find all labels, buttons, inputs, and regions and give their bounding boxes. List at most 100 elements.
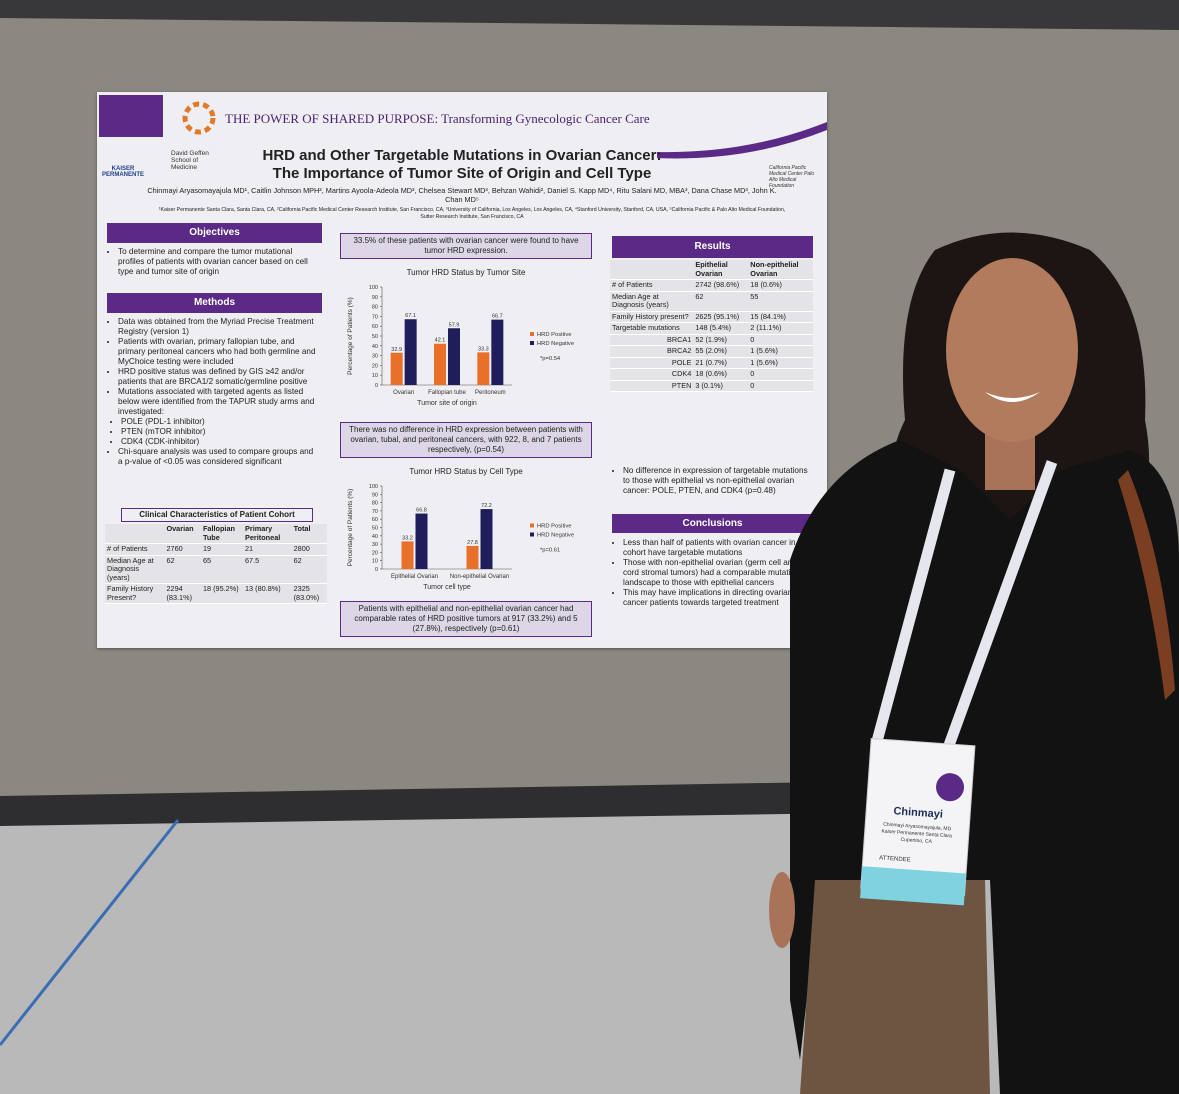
bar-chart: Tumor HRD Status by Cell Type 0 10 20 30 40 50… [347,467,574,591]
table-cell: 0 [748,368,813,381]
table-cell: BRCA2 [610,345,694,358]
table-cell: 65 [200,555,243,584]
table-row: Median Age at Diagnosis (years) 62 55 [610,291,813,312]
section-heading: Methods [107,293,322,313]
bar [434,343,446,385]
blazer [790,440,1179,1094]
badge: Chinmayi Chinmayi Aryasomayajula, MD Kai… [860,738,976,906]
bar [491,319,504,385]
banner-curve [657,122,827,159]
bar [404,319,417,385]
table-row: BRCA1 52 (1.9%) 0 [610,334,813,346]
table-cell: Family History Present? [105,583,165,604]
table-cell: # of Patients [610,279,694,292]
sub-bullet: PTEN (mTOR inhibitor) [121,427,317,437]
bullet: Patients with ovarian, primary fallopian… [118,337,317,367]
table-header: Primary Peritoneal [243,524,292,544]
bullet: Chi-square analysis was used to compare … [118,447,317,467]
y-tick-label: 100 [369,484,378,490]
value-label: 67.1 [405,313,416,319]
table-header: Epithelial Ovarian [693,260,749,280]
x-tick-label: Non-epithelial Ovarian [450,574,509,580]
table-cell: 21 [243,543,292,556]
bullet: This may have implications in directing … [623,588,818,608]
y-tick-label: 50 [372,334,378,340]
methods-list: Chi-square analysis was used to compare … [107,447,317,467]
badge-name: Chinmayi [893,805,943,820]
poster: THE POWER OF SHARED PURPOSE: Transformin… [97,92,827,648]
bullet: Mutations associated with targeted agent… [118,387,317,417]
legend-swatch [530,523,534,528]
y-tick-label: 40 [372,534,378,540]
table-cell: 67.5 [243,555,292,584]
table-cell: Median Age at Diagnosis (years) [610,291,694,312]
table-cell: PTEN [610,380,694,392]
value-label: 66.7 [492,314,503,320]
table-cell: # of Patients [105,543,165,556]
title-line: The Importance of Tumor Site of Origin a… [272,165,652,182]
y-tick-label: 90 [372,295,378,301]
sub-bullet: CDK4 (CDK-inhibitor) [121,437,317,447]
table-cell: 62 [693,291,749,312]
y-tick-label: 80 [372,501,378,507]
table-cell: 2800 [291,543,327,556]
legend-swatch [530,532,534,537]
badge-location: Cupertino, CA [900,837,932,845]
authors: Chinmayi Aryasomayajula MD¹, Caitlin Joh… [147,186,777,204]
legend-label: HRD Positive [537,332,571,338]
title-line: HRD and Other Targetable Mutations in Ov… [262,147,662,164]
table-cell: BRCA1 [610,334,694,346]
methods: Data was obtained from the Myriad Precis… [107,317,317,467]
cohort-table: Ovarian Fallopian Tube Primary Peritoneal T… [105,524,327,604]
lanyard [870,468,956,747]
x-axis-label: Tumor cell type [423,584,471,591]
table-row: Targetable mutations 148 (5.4%) 2 (11.1%) [610,322,813,335]
bar [448,328,460,385]
table-row: PTEN 3 (0.1%) 0 [610,380,813,392]
bullet: Less than half of patients with ovarian … [623,538,818,558]
y-tick-label: 70 [372,509,378,515]
purpose-logo [182,101,216,135]
table-cell: 148 (5.4%) [693,322,749,335]
table-cell: 55 (2.0%) [693,345,749,358]
y-tick-label: 80 [372,305,378,311]
x-axis-label: Tumor site of origin [417,400,477,407]
lanyard [942,460,1058,750]
section-heading: Results [612,236,813,258]
bag-strap [1118,470,1175,700]
kaiser-logo: KAISER PERMANENTE [101,166,144,178]
bar-chart: Tumor HRD Status by Tumor Site 0 10 20 30 40 5… [347,268,574,407]
legend-label: HRD Positive [537,524,571,530]
table-row: POLE 21 (0.7%) 1 (5.6%) [610,357,813,369]
y-tick-label: 40 [372,344,378,350]
y-tick-label: 0 [375,567,378,573]
table-cell: Family History present? [610,311,694,323]
cpmc-logo: California Pacific Medical Center Palo A… [769,165,815,189]
section-heading: Objectives [107,223,322,243]
badge-logo [936,773,965,802]
title: HRD and Other Targetable Mutations in Ov… [227,147,697,183]
bar [477,352,490,385]
table-cell: 13 (80.8%) [243,583,292,604]
legend-swatch [530,341,534,345]
x-tick-label: Epithelial Ovarian [391,574,438,580]
y-tick-label: 90 [372,492,378,498]
table-header: Fallopian Tube [200,524,243,544]
table-cell: 18 (0.6%) [693,368,749,381]
results-table: Epithelial Ovarian Non-epithelial Ovarian… [610,260,813,392]
objectives-list: To determine and compare the tumor mutat… [107,247,318,277]
results-list: No difference in expression of targetabl… [612,466,813,496]
chart-title: Tumor HRD Status by Tumor Site [407,268,526,277]
finding-box: 33.5% of these patients with ovarian can… [340,233,592,259]
sub-bullet: POLE (PDL-1 inhibitor) [121,417,317,427]
table-corner [105,524,165,544]
x-tick-label: Ovarian [393,390,414,396]
table-header: Ovarian [164,524,201,544]
value-label: 57.9 [449,322,460,328]
y-tick-label: 100 [369,285,378,291]
bar [415,513,428,569]
table-cell: Targetable mutations [610,322,694,335]
